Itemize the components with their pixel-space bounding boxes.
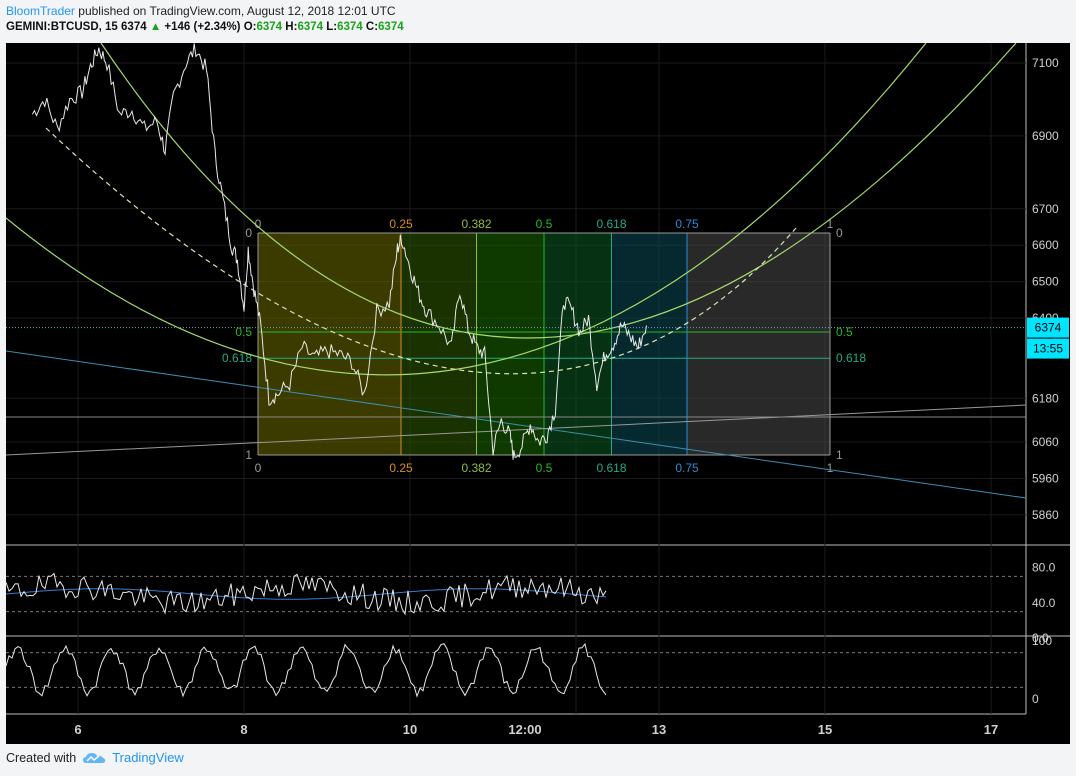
created-with-text: Created with [6, 750, 77, 765]
open-value: 6374 [256, 21, 283, 33]
trend-line-down [6, 350, 1027, 499]
last-price: 6374 [121, 21, 147, 33]
price-tick-label: 6180 [1032, 391, 1059, 405]
low-value: 6374 [337, 21, 363, 33]
fib-bottom-label: 0.382 [461, 461, 491, 475]
high-label: H: [285, 21, 298, 33]
price-line [31, 43, 647, 460]
fib-top-label: 1 [827, 217, 834, 231]
osc2-tick-label: 100 [1032, 634, 1052, 648]
up-arrow-icon: ▲ [149, 21, 162, 33]
osc1-tick-label: 40.0 [1032, 596, 1056, 610]
fib-left-label: 0.5 [235, 325, 252, 339]
tradingview-cloud-icon [83, 752, 106, 763]
price-tick-label: 6500 [1032, 275, 1059, 289]
price-tick-label: 7100 [1032, 56, 1059, 70]
fib-zone-fill [258, 233, 401, 455]
price-tick-label: 6600 [1032, 238, 1059, 252]
fib-bottom-label: 1 [827, 461, 834, 475]
price-tick-label: 5860 [1032, 508, 1059, 522]
fib-top-label: 0.5 [536, 217, 553, 231]
price-tick-label: 6700 [1032, 202, 1059, 216]
chart-header: BloomTrader published on TradingView.com… [6, 3, 404, 35]
fib-top-label: 0.618 [596, 217, 626, 231]
symbol-label: GEMINI:BTCUSD, 15 [6, 21, 118, 33]
fib-bottom-label: 0.618 [596, 461, 626, 475]
author-link[interactable]: BloomTrader [6, 4, 75, 18]
fib-arc-dashed [45, 127, 797, 375]
fib-zone-fill [611, 233, 687, 455]
countdown-badge [1027, 338, 1069, 359]
footer: Created with TradingView [6, 750, 184, 765]
close-value: 6374 [378, 21, 404, 33]
time-tick-label: 17 [984, 722, 998, 737]
fib-zone-fill [687, 233, 830, 455]
fib-bottom-label: 0.5 [536, 461, 553, 475]
low-label: L: [326, 21, 338, 33]
last-price-badge-label: 6374 [1035, 321, 1062, 335]
open-label: O: [243, 21, 257, 33]
time-tick-label: 10 [403, 722, 417, 737]
publish-line: BloomTrader published on TradingView.com… [6, 3, 404, 19]
oscillator-pane-1 [6, 572, 1026, 616]
osc1-line [6, 572, 607, 616]
price-tick-label: 5960 [1032, 471, 1059, 485]
time-tick-label: 15 [818, 722, 832, 737]
fib-top-label: 0.25 [389, 217, 413, 231]
fib-bottom-label: 0.75 [675, 461, 699, 475]
price-axis[interactable] [1026, 43, 1070, 714]
fib-arc-outer [6, 43, 927, 376]
published-text: published on TradingView.com, August 12,… [78, 4, 396, 18]
fib-left-label: 1 [245, 448, 252, 462]
fib-right-label: 0.5 [836, 325, 853, 339]
oscillator-pane-2 [6, 642, 1026, 698]
fib-right-label: 0 [836, 226, 843, 240]
fib-top-label: 0.382 [461, 217, 491, 231]
fib-right-label: 0.618 [836, 351, 866, 365]
fib-arc-inner [100, 43, 1017, 339]
time-tick-label: 8 [240, 722, 247, 737]
high-value: 6374 [297, 21, 324, 33]
fib-bottom-label: 0 [255, 461, 262, 475]
osc1-signal-line [6, 588, 607, 600]
fib-zone-fill [401, 233, 477, 455]
osc1-tick-label: 0.0 [1032, 631, 1049, 645]
price-series [31, 43, 647, 460]
chart-canvas[interactable]: 000.250.250.3820.3820.50.50.6180.6180.75… [6, 43, 1070, 744]
osc2-line [6, 642, 607, 698]
fib-right-label: 1 [836, 448, 843, 462]
time-axis[interactable] [6, 714, 1070, 744]
drawn-lines[interactable] [6, 43, 1027, 499]
fib-zone-fill [544, 233, 612, 455]
osc2-tick-label: 0 [1032, 692, 1039, 706]
countdown-badge-label: 13:55 [1033, 342, 1063, 356]
ohlc-line: GEMINI:BTCUSD, 15 6374 ▲ +146 (+2.34%) O… [6, 19, 404, 35]
fib-zone-fill [476, 233, 544, 455]
osc1-tick-label: 80.0 [1032, 561, 1056, 575]
trend-line-up [6, 404, 1027, 456]
fib-left-label: 0.618 [222, 351, 252, 365]
fib-top-label: 0 [255, 217, 262, 231]
change-value: +146 (+2.34%) [164, 21, 241, 33]
tradingview-brand-link[interactable]: TradingView [112, 750, 184, 765]
last-price-badge [1027, 317, 1069, 338]
time-tick-label: 12:00 [508, 722, 541, 737]
time-tick-label: 6 [74, 722, 81, 737]
close-label: C: [365, 21, 379, 33]
fib-top-label: 0.75 [675, 217, 699, 231]
time-tick-labels: 6 8 10 12:00 13 15 17 [74, 722, 998, 737]
time-tick-label: 13 [652, 722, 666, 737]
fib-bottom-label: 0.25 [389, 461, 413, 475]
price-tick-label: 6900 [1032, 129, 1059, 143]
price-tick-label: 6060 [1032, 435, 1059, 449]
fib-time-zone-box[interactable]: 000.250.250.3820.3820.50.50.6180.6180.75… [222, 217, 866, 475]
fib-left-label: 0 [245, 226, 252, 240]
